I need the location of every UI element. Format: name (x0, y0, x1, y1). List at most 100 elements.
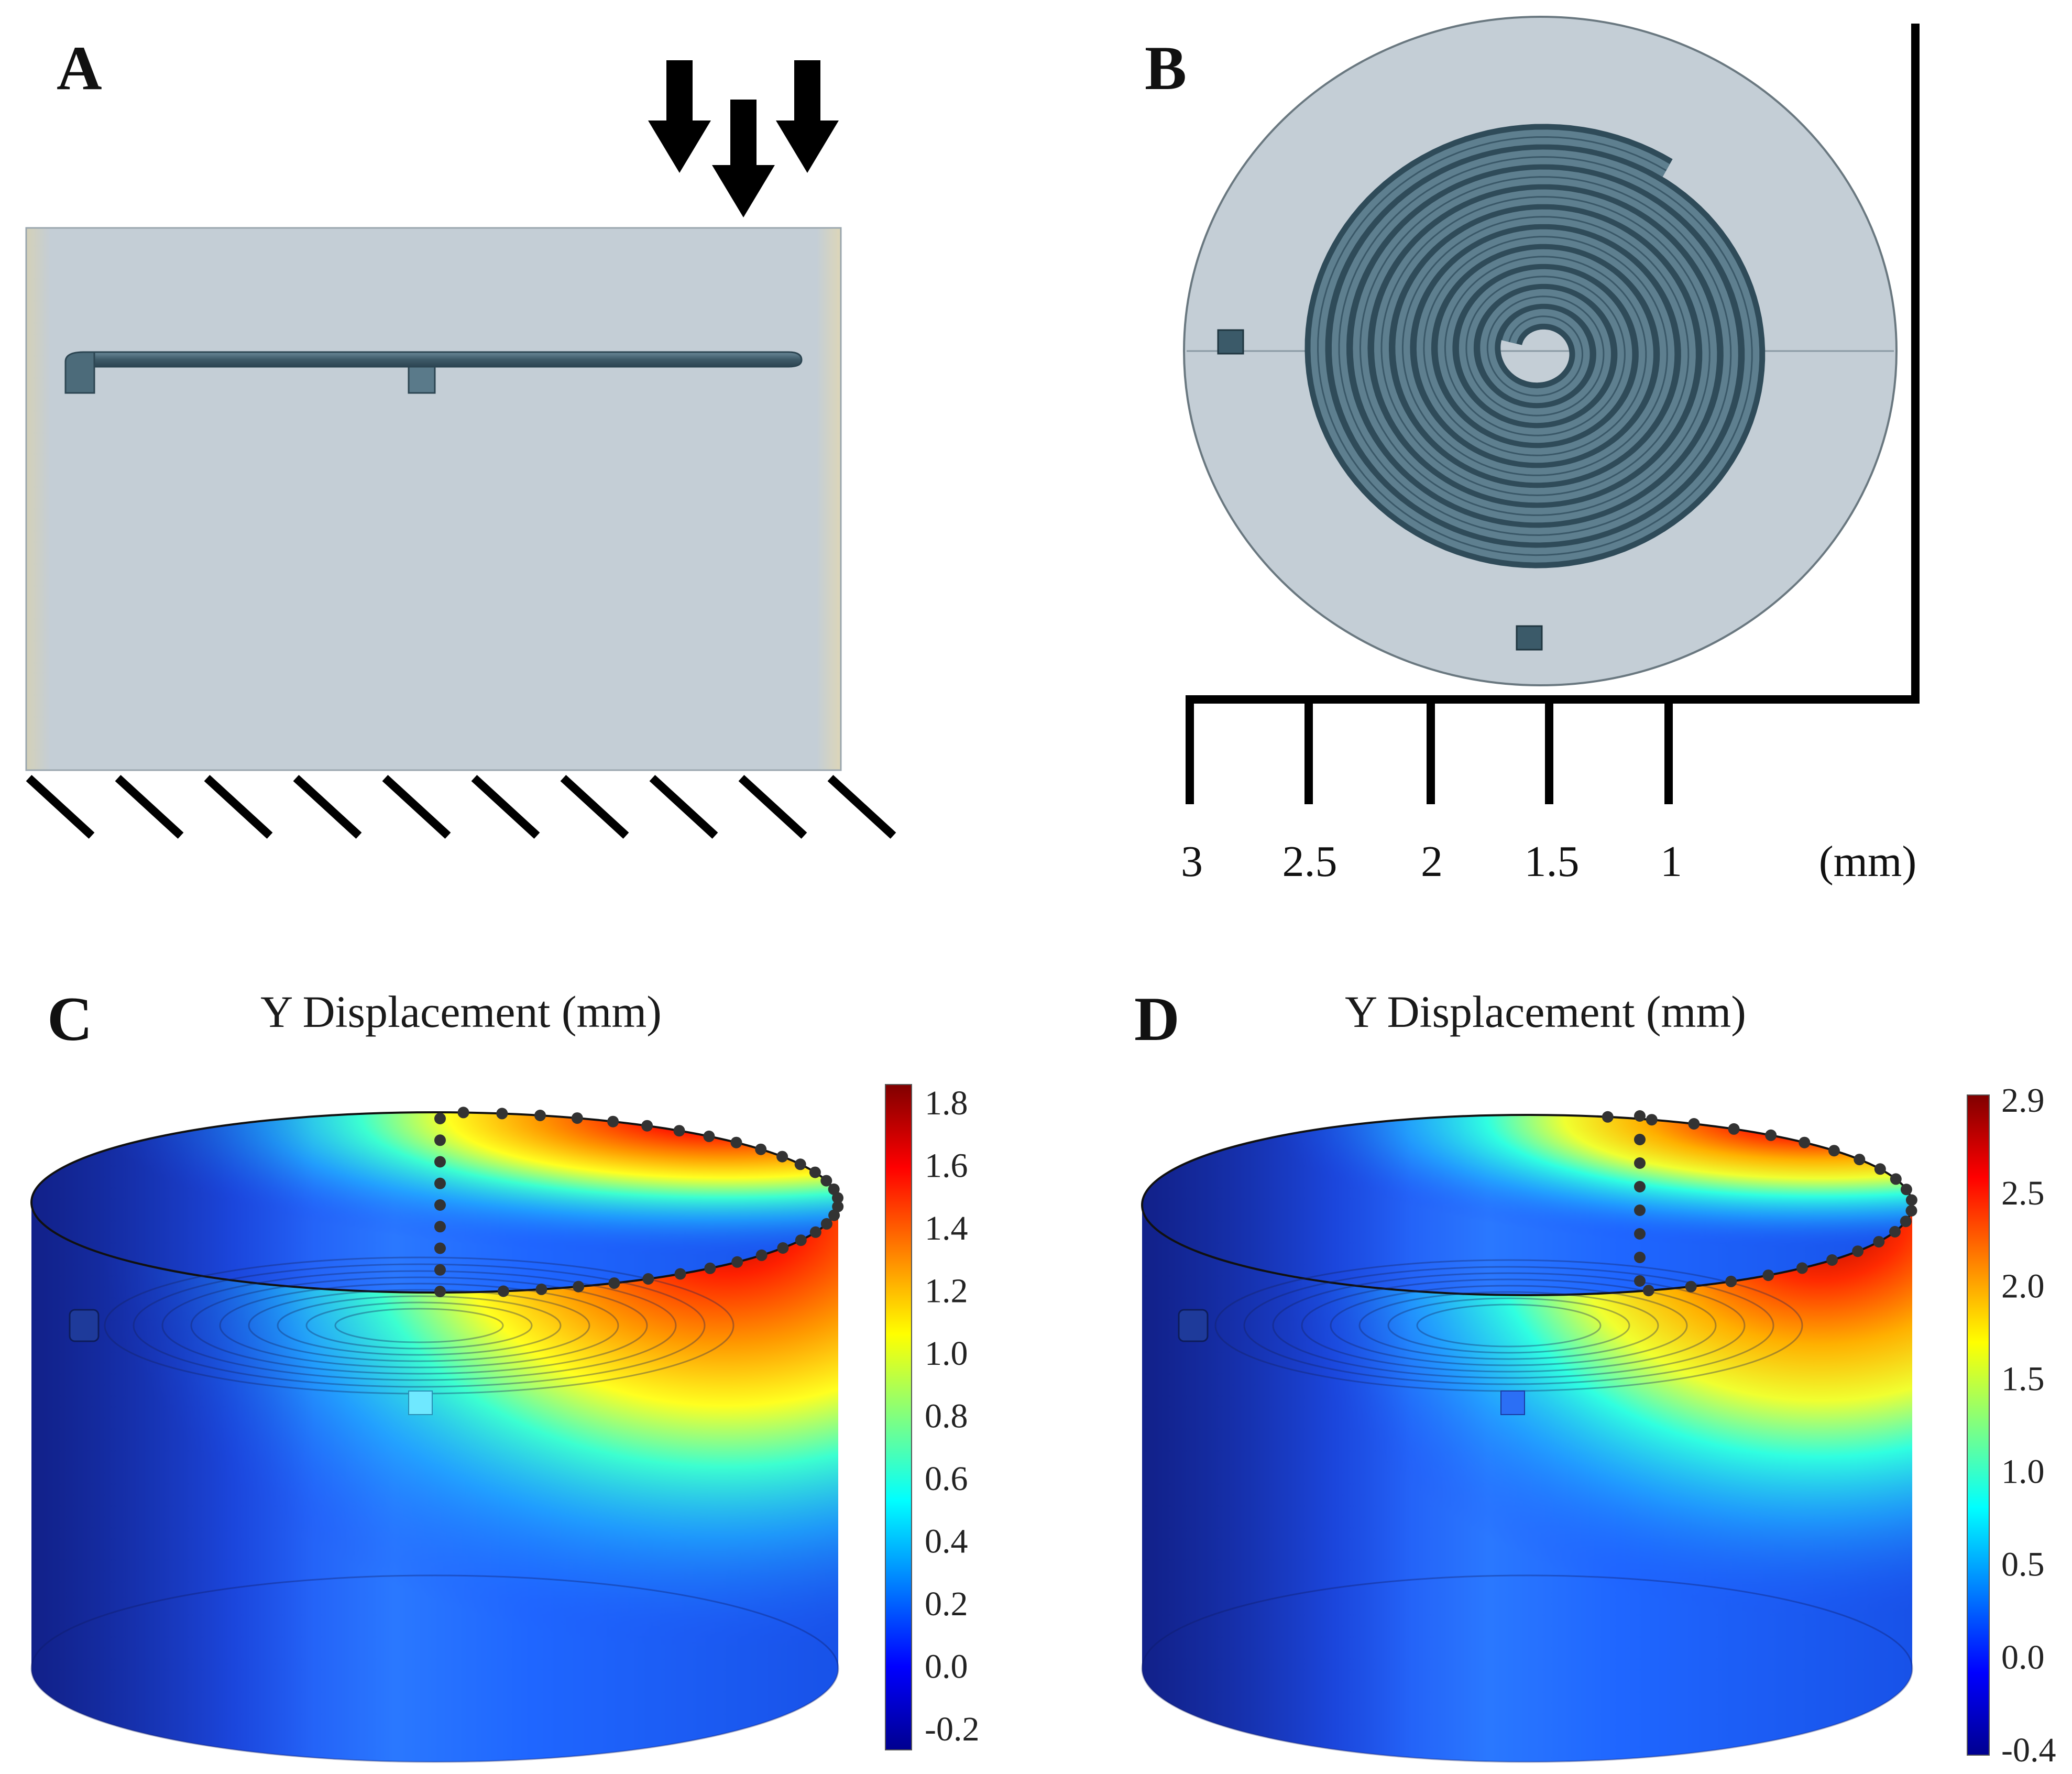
probe-point (794, 1158, 806, 1170)
colorbar-tick-label: 0.6 (925, 1460, 968, 1498)
probe-point (496, 1108, 508, 1120)
probe-points (1602, 1110, 1917, 1297)
probe-point (703, 1130, 715, 1142)
colorbar-tick-label: 2.0 (2001, 1267, 2045, 1305)
scale-label: 3 (1181, 837, 1203, 886)
probe-point (434, 1264, 446, 1276)
colorbar-tick-label: 1.4 (925, 1209, 968, 1247)
probe-point (776, 1151, 788, 1163)
probe-point (1688, 1118, 1700, 1130)
probe-point (642, 1273, 654, 1285)
colorbar-tick-label: 2.9 (2001, 1081, 2045, 1120)
probe-point (755, 1143, 767, 1155)
colorbar-tick-label: 0.5 (2001, 1546, 2045, 1584)
down-arrow-icon (712, 100, 775, 217)
colorbar-tick-label: 0.4 (925, 1523, 968, 1561)
probe-point (1634, 1252, 1646, 1263)
scale-labels: 3 2.5 2 1.5 1 (mm) (1181, 837, 1916, 886)
down-arrow-icon (776, 60, 839, 173)
probe-point (795, 1234, 807, 1246)
colorbar-tick-label: 1.0 (925, 1334, 968, 1373)
probe-point (1725, 1275, 1737, 1287)
probe-point (832, 1201, 844, 1212)
colorbar-tick-label: 0.0 (925, 1648, 968, 1686)
probe-point (1905, 1204, 1917, 1217)
scale-unit-label: (mm) (1819, 837, 1917, 886)
colorbar-tick-label: -0.2 (925, 1710, 979, 1748)
probe-point (1873, 1236, 1885, 1248)
probe-point (1905, 1194, 1917, 1206)
probe-point (731, 1256, 743, 1268)
colorbar-tick-label: 1.0 (2001, 1453, 2045, 1491)
probe-point (607, 1115, 619, 1127)
colorbar-tick-label: 1.6 (925, 1147, 968, 1185)
panel-b: B 3 2.5 2 1.5 1 (mm) (1145, 16, 1920, 886)
model-body-side-view (25, 227, 842, 771)
probe-point (1762, 1269, 1774, 1282)
probe-point (1889, 1226, 1901, 1238)
panel-d-letter: D (1134, 984, 1180, 1054)
probe-point (673, 1125, 685, 1137)
probe-point (1900, 1215, 1912, 1228)
scale-label: 2 (1421, 837, 1443, 886)
probe-point (534, 1110, 546, 1121)
probe-point (1634, 1204, 1646, 1216)
plot-title: Y Displacement (mm) (1345, 987, 1746, 1037)
probe-point (457, 1107, 469, 1119)
probe-point (497, 1285, 509, 1297)
probe-point (809, 1226, 821, 1238)
colorbar: 1.8 1.6 1.4 1.2 1.0 0.8 0.6 0.4 0.2 0.0 -0.2 (885, 1084, 979, 1750)
probe-point (434, 1199, 446, 1211)
panel-b-letter: B (1145, 33, 1187, 103)
embedded-channel-side-view (64, 351, 803, 394)
probe-point (434, 1286, 446, 1297)
plot-title: Y Displacement (mm) (260, 987, 662, 1037)
probe-point (1602, 1111, 1614, 1123)
probe-point (828, 1183, 840, 1195)
probe-point (434, 1177, 446, 1189)
probe-point (1634, 1275, 1646, 1287)
scale-label: 1.5 (1525, 837, 1580, 886)
probe-point (1874, 1163, 1886, 1175)
colorbar-tick-label: 2.5 (2001, 1174, 2045, 1212)
colorbar-tick-label: 0.2 (925, 1585, 968, 1623)
colorbar: 2.9 2.5 2.0 1.5 1.0 0.5 0.0 -0.4 (1967, 1081, 2056, 1769)
probe-point (434, 1156, 446, 1168)
probe-point (1634, 1110, 1646, 1122)
spiral-channel-top-view (1217, 124, 1766, 651)
probe-point (434, 1113, 446, 1124)
probe-point (828, 1209, 840, 1221)
panel-c: C Y Displacement (mm) (30, 984, 979, 1763)
probe-point (1828, 1145, 1840, 1157)
probe-point (1728, 1123, 1740, 1135)
probe-point (820, 1175, 832, 1187)
displacement-cylinder (30, 1111, 839, 1763)
probe-point (1634, 1134, 1646, 1145)
colorbar-tick-label: 1.8 (925, 1084, 968, 1122)
load-arrows (648, 60, 839, 217)
probe-points (434, 1107, 844, 1297)
probe-point (1854, 1154, 1866, 1166)
probe-point (1685, 1280, 1697, 1293)
probe-point (608, 1277, 620, 1289)
probe-point (535, 1283, 547, 1295)
probe-point (820, 1218, 832, 1230)
panel-d: D Y Displacement (mm) (1134, 984, 2056, 1769)
probe-point (1900, 1184, 1912, 1196)
probe-point (1826, 1254, 1838, 1266)
probe-point (1634, 1157, 1646, 1169)
scale-label: 1 (1660, 837, 1682, 886)
probe-point (1799, 1136, 1811, 1148)
scale-label: 2.5 (1282, 837, 1338, 886)
probe-point (1765, 1129, 1777, 1141)
probe-point (704, 1262, 716, 1274)
colorbar-tick-label: 0.0 (2001, 1638, 2045, 1677)
probe-point (832, 1192, 843, 1204)
down-arrow-icon (648, 60, 711, 173)
probe-point (730, 1136, 742, 1148)
probe-point (1852, 1245, 1864, 1257)
probe-point (674, 1268, 686, 1280)
panel-a: A (25, 33, 896, 839)
probe-point (755, 1249, 768, 1261)
colorbar-tick-label: 0.8 (925, 1397, 968, 1436)
